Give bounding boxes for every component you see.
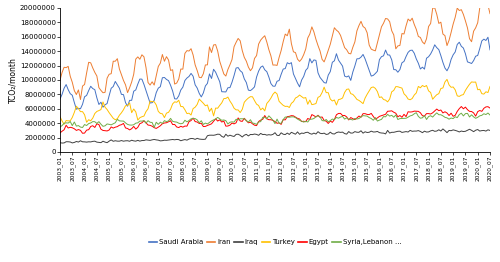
Syria,Lebanon ... — [487, 113, 493, 117]
Line: Turkey: Turkey — [60, 79, 490, 124]
Saudi Arabia — [70, 94, 75, 97]
Syria,Lebanon ... — [450, 117, 456, 120]
Egypt — [448, 112, 454, 115]
Syria,Lebanon ... — [70, 124, 75, 127]
Turkey — [57, 115, 63, 118]
Egypt — [80, 132, 86, 135]
Syria,Lebanon ... — [186, 119, 192, 122]
Turkey — [487, 85, 493, 88]
Iran — [356, 24, 362, 27]
Saudi Arabia — [248, 89, 254, 92]
Iran — [186, 50, 192, 53]
Saudi Arabia — [448, 58, 454, 61]
Syria,Lebanon ... — [414, 111, 420, 114]
Y-axis label: TCO₂/month: TCO₂/month — [8, 57, 17, 103]
Turkey — [248, 95, 254, 98]
Syria,Lebanon ... — [80, 126, 86, 129]
Egypt — [356, 114, 362, 118]
Turkey — [72, 111, 78, 114]
Iran — [225, 68, 231, 71]
Iraq — [487, 129, 493, 132]
Egypt — [57, 131, 63, 134]
Iraq — [450, 128, 456, 132]
Iran — [57, 79, 63, 82]
Saudi Arabia — [74, 108, 80, 111]
Legend: Saudi Arabia, Iran, Iraq, Turkey, Egypt, Syria,Lebanon ...: Saudi Arabia, Iran, Iraq, Turkey, Egypt,… — [148, 239, 402, 245]
Syria,Lebanon ... — [248, 118, 254, 121]
Syria,Lebanon ... — [356, 117, 362, 120]
Turkey — [356, 99, 362, 102]
Iraq — [356, 131, 362, 134]
Egypt — [70, 126, 75, 129]
Saudi Arabia — [487, 48, 493, 51]
Iraq — [440, 127, 446, 130]
Saudi Arabia — [356, 57, 362, 60]
Iran — [487, 12, 493, 15]
Iraq — [186, 138, 192, 141]
Line: Saudi Arabia: Saudi Arabia — [60, 37, 490, 109]
Turkey — [186, 112, 192, 115]
Iraq — [225, 135, 231, 138]
Egypt — [487, 107, 493, 110]
Iran — [248, 69, 254, 72]
Syria,Lebanon ... — [57, 125, 63, 129]
Egypt — [248, 121, 254, 124]
Line: Iran: Iran — [60, 0, 490, 100]
Turkey — [450, 85, 456, 89]
Iraq — [59, 141, 65, 145]
Iraq — [248, 133, 254, 136]
Egypt — [186, 120, 192, 123]
Saudi Arabia — [57, 97, 63, 101]
Saudi Arabia — [225, 86, 231, 89]
Iran — [481, 0, 487, 2]
Iran — [448, 31, 454, 34]
Iran — [70, 81, 75, 84]
Egypt — [458, 105, 464, 108]
Turkey — [61, 123, 67, 126]
Egypt — [225, 124, 231, 128]
Iran — [78, 98, 84, 101]
Saudi Arabia — [186, 75, 192, 78]
Saudi Arabia — [485, 36, 491, 39]
Turkey — [225, 96, 231, 99]
Line: Syria,Lebanon ...: Syria,Lebanon ... — [60, 113, 490, 128]
Line: Iraq: Iraq — [60, 129, 490, 143]
Line: Egypt: Egypt — [60, 107, 490, 133]
Turkey — [444, 78, 450, 81]
Syria,Lebanon ... — [225, 122, 231, 125]
Iraq — [57, 141, 63, 144]
Iraq — [72, 141, 78, 144]
